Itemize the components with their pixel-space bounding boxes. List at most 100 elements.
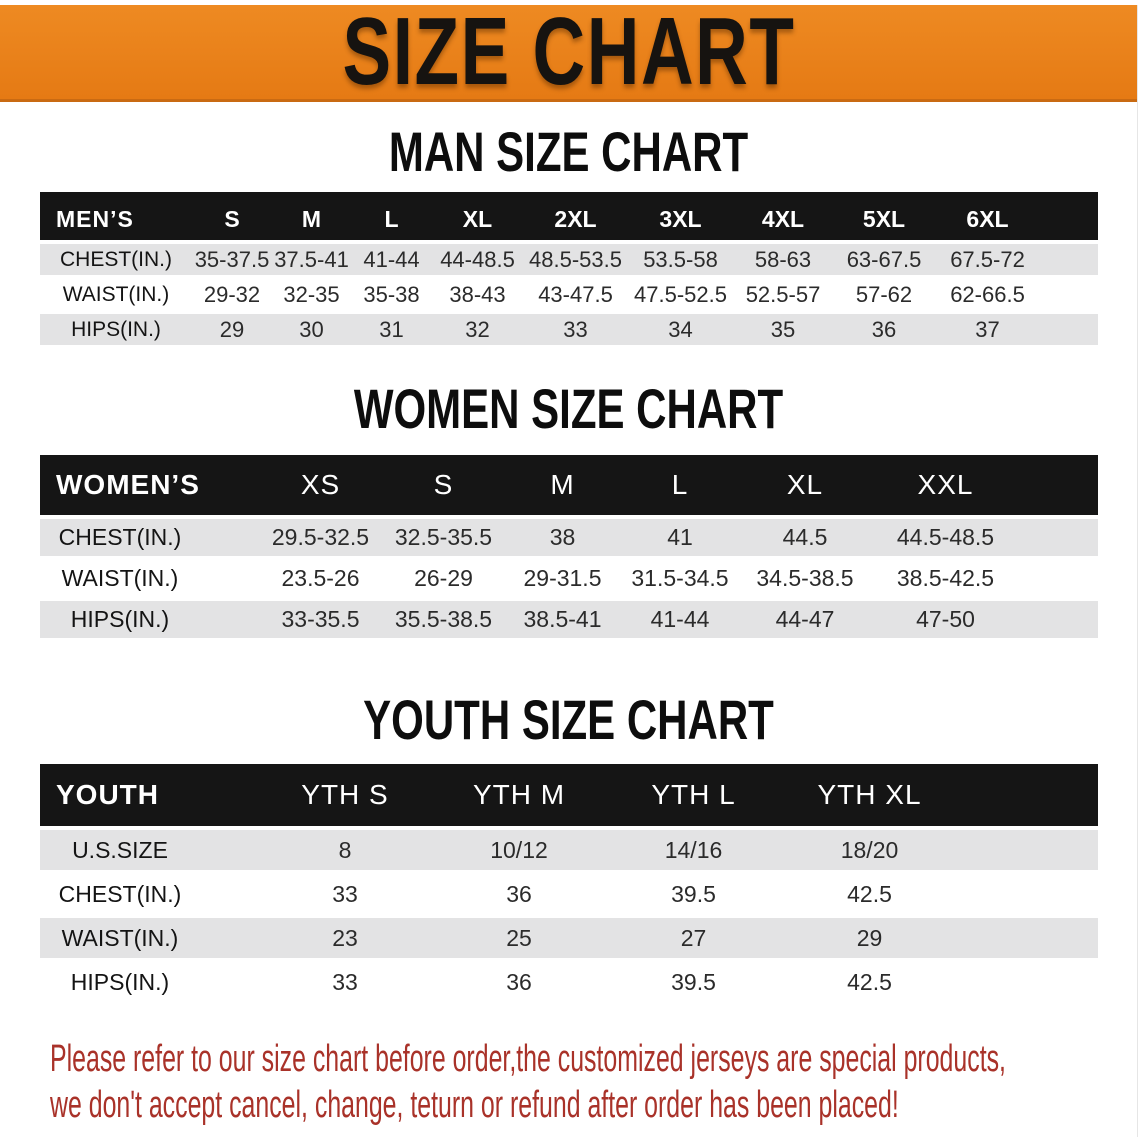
- size-value: 38-43: [449, 281, 506, 307]
- row-label: CHEST(IN.): [58, 880, 182, 907]
- size-value: 33-35.5: [258, 601, 383, 638]
- disclaimer: Please refer to our size chart before or…: [50, 1036, 1098, 1128]
- size-value: 48.5-53.5: [523, 244, 628, 275]
- women-section: WOMEN SIZE CHART WOMEN’S XS S M L XL XXL…: [0, 381, 1137, 642]
- size-value: 44-47: [739, 601, 871, 638]
- size-value: 10/12: [432, 830, 606, 870]
- women-size-table: WOMEN’S XS S M L XL XXL CHEST(IN.) 29.5-…: [40, 451, 1098, 642]
- size-column-header: L: [351, 198, 432, 240]
- header-spacer: [1020, 455, 1098, 515]
- disclaimer-line-1: Please refer to our size chart before or…: [50, 1038, 1006, 1080]
- youth-hips-row: HIPS(IN.) 33 36 39.5 42.5: [40, 962, 1098, 1002]
- row-label: U.S.SIZE: [40, 830, 258, 870]
- size-value: 8: [258, 830, 432, 870]
- size-column-header: YTH M: [432, 764, 606, 826]
- men-section-title: MAN SIZE CHART: [388, 120, 749, 183]
- size-value: 62-66.5: [950, 281, 1025, 307]
- size-value: 38: [504, 519, 621, 556]
- header-spacer: [958, 764, 1098, 826]
- size-value: 44.5: [739, 519, 871, 556]
- row-label: HIPS(IN.): [70, 968, 170, 995]
- spacer-cell: [1020, 560, 1098, 597]
- size-value: 36: [833, 314, 935, 345]
- size-value: 39.5: [671, 880, 716, 907]
- size-value: 27: [606, 918, 781, 958]
- men-header-row: MEN’S S M L XL 2XL 3XL 4XL 5XL 6XL: [40, 198, 1098, 240]
- youth-section: YOUTH SIZE CHART YOUTH YTH S YTH M YTH L…: [0, 692, 1137, 1006]
- size-value: 41: [621, 519, 739, 556]
- men-chest-row: CHEST(IN.) 35-37.5 37.5-41 41-44 44-48.5…: [40, 244, 1098, 275]
- size-column-header: XXL: [871, 455, 1020, 515]
- banner-title: SIZE CHART: [342, 0, 795, 105]
- youth-header-row: YOUTH YTH S YTH M YTH L YTH XL: [40, 764, 1098, 826]
- youth-us-size-row: U.S.SIZE 8 10/12 14/16 18/20: [40, 830, 1098, 870]
- men-table-label: MEN’S: [40, 198, 192, 240]
- size-value: 33: [332, 968, 358, 995]
- spacer-cell: [1040, 314, 1098, 345]
- spacer-cell: [1020, 519, 1098, 556]
- size-value: 25: [432, 918, 606, 958]
- row-label: WAIST(IN.): [40, 918, 258, 958]
- size-value: 38.5-41: [504, 601, 621, 638]
- youth-waist-row: WAIST(IN.) 23 25 27 29: [40, 918, 1098, 958]
- size-value: 31.5-34.5: [631, 565, 729, 591]
- men-table-top-rule: [40, 192, 1098, 198]
- size-value: 31: [351, 314, 432, 345]
- women-header-row: WOMEN’S XS S M L XL XXL: [40, 455, 1098, 515]
- size-value: 35: [733, 314, 833, 345]
- size-column-header: 3XL: [628, 198, 733, 240]
- size-column-header: XL: [432, 198, 523, 240]
- youth-section-title: YOUTH SIZE CHART: [363, 688, 774, 751]
- size-value: 47-50: [871, 601, 1020, 638]
- size-value: 42.5: [847, 880, 892, 907]
- size-value: 57-62: [855, 281, 913, 307]
- size-value: 29: [192, 314, 272, 345]
- size-value: 42.5: [847, 968, 892, 995]
- size-value: 44-48.5: [432, 244, 523, 275]
- size-value: 36: [506, 968, 532, 995]
- size-column-header: M: [272, 198, 351, 240]
- size-value: 29-31.5: [523, 565, 602, 591]
- size-column-header: 5XL: [833, 198, 935, 240]
- youth-chest-row: CHEST(IN.) 33 36 39.5 42.5: [40, 874, 1098, 914]
- size-value: 33: [523, 314, 628, 345]
- spacer-cell: [1040, 279, 1098, 310]
- men-section: MAN SIZE CHART MEN’S S M L XL 2XL 3XL 4X…: [0, 124, 1137, 349]
- size-value: 37: [935, 314, 1040, 345]
- size-value: 32: [432, 314, 523, 345]
- women-section-title: WOMEN SIZE CHART: [353, 377, 784, 440]
- size-value: 35.5-38.5: [383, 601, 504, 638]
- size-value: 43-47.5: [538, 281, 613, 307]
- size-value: 47.5-52.5: [634, 281, 727, 307]
- women-hips-row: HIPS(IN.) 33-35.5 35.5-38.5 38.5-41 41-4…: [40, 601, 1098, 638]
- size-value: 39.5: [671, 968, 716, 995]
- size-value: 26-29: [414, 565, 473, 591]
- size-column-header: M: [504, 455, 621, 515]
- youth-size-table: YOUTH YTH S YTH M YTH L YTH XL U.S.SIZE …: [40, 760, 1098, 1006]
- size-column-header: XS: [258, 455, 383, 515]
- size-value: 58-63: [733, 244, 833, 275]
- size-column-header: 2XL: [523, 198, 628, 240]
- size-value: 44.5-48.5: [871, 519, 1020, 556]
- spacer-cell: [1020, 601, 1098, 638]
- row-label: CHEST(IN.): [40, 519, 258, 556]
- size-column-header: YTH XL: [781, 764, 958, 826]
- size-chart-banner: SIZE CHART: [0, 0, 1137, 105]
- size-value: 34.5-38.5: [756, 565, 854, 591]
- spacer-cell: [958, 962, 1098, 1002]
- row-label: CHEST(IN.): [40, 244, 192, 275]
- row-label: HIPS(IN.): [40, 314, 192, 345]
- header-spacer: [1040, 198, 1098, 240]
- row-label: WAIST(IN.): [62, 282, 170, 306]
- men-waist-row: WAIST(IN.) 29-32 32-35 35-38 38-43 43-47…: [40, 279, 1098, 310]
- row-label: WAIST(IN.): [61, 565, 179, 591]
- size-value: 32-35: [283, 281, 340, 307]
- size-value: 34: [628, 314, 733, 345]
- size-value: 35-37.5: [192, 244, 272, 275]
- women-table-label: WOMEN’S: [40, 455, 258, 515]
- spacer-cell: [958, 874, 1098, 914]
- size-value: 18/20: [781, 830, 958, 870]
- spacer-cell: [958, 918, 1098, 958]
- size-value: 37.5-41: [272, 244, 351, 275]
- men-hips-row: HIPS(IN.) 29 30 31 32 33 34 35 36 37: [40, 314, 1098, 345]
